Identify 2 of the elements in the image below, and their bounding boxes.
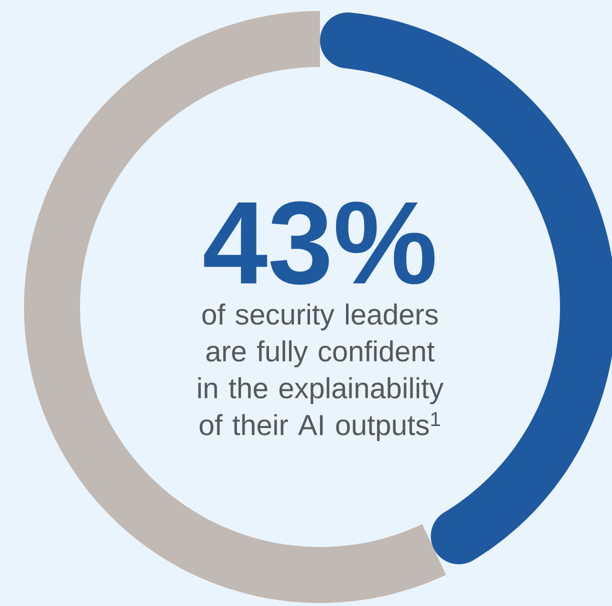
text: of security leaders are fully confident in the explainability of their AI outputs$^{1}$	[198, 304, 444, 442]
data-label: 43%	[204, 201, 435, 285]
